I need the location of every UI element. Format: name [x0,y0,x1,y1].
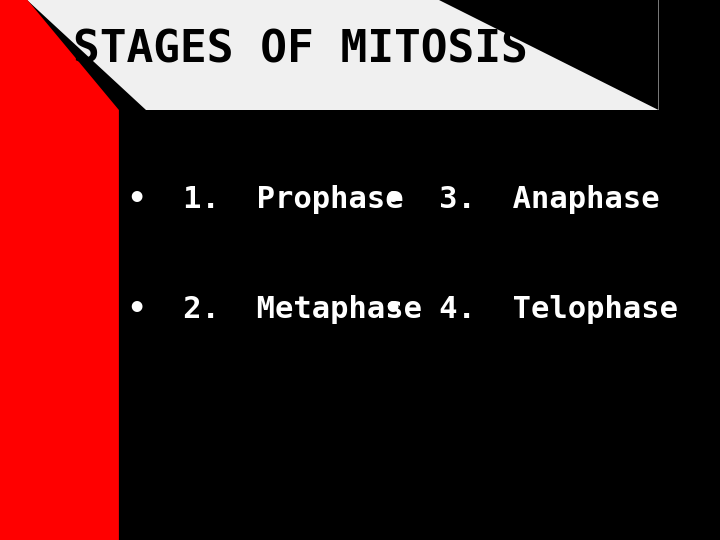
Text: •  1.  Prophase: • 1. Prophase [128,186,404,214]
Polygon shape [0,0,119,540]
Text: STAGES OF MITOSIS: STAGES OF MITOSIS [73,29,528,71]
Polygon shape [439,0,659,110]
Text: •  2.  Metaphase: • 2. Metaphase [128,295,422,325]
Polygon shape [27,0,659,110]
Text: •  3.  Anaphase: • 3. Anaphase [384,186,660,214]
Text: •  4.  Telophase: • 4. Telophase [384,295,678,325]
